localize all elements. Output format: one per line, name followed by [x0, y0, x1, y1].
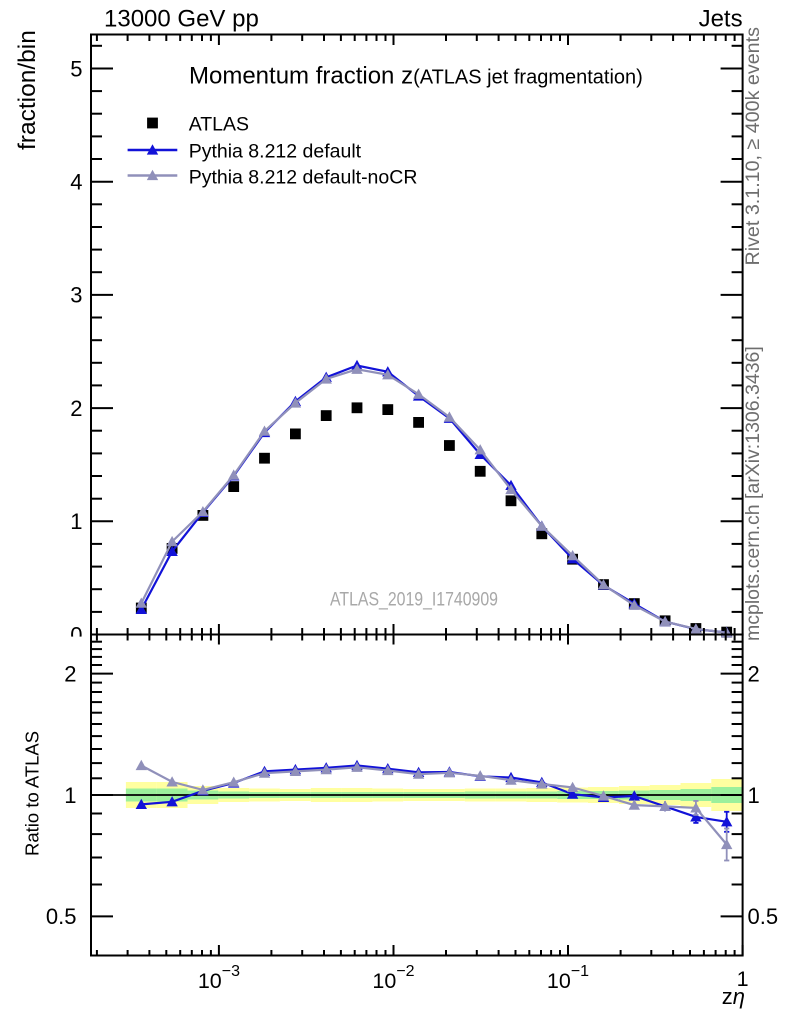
svg-text:13000 GeV pp: 13000 GeV pp [104, 6, 259, 33]
svg-text:Pythia 8.212 default: Pythia 8.212 default [189, 141, 362, 163]
svg-text:Ratio to ATLAS: Ratio to ATLAS [22, 731, 43, 856]
svg-text:2: 2 [64, 661, 76, 686]
svg-text:1: 1 [64, 783, 76, 808]
svg-text:4: 4 [70, 170, 82, 195]
svg-text:Rivet 3.1.10, ≥ 400k events: Rivet 3.1.10, ≥ 400k events [742, 27, 764, 266]
svg-text:Jets: Jets [699, 6, 743, 33]
svg-text:fraction/bin: fraction/bin [14, 30, 41, 150]
svg-text:mcplots.cern.ch [arXiv:1306.34: mcplots.cern.ch [arXiv:1306.3436] [742, 346, 764, 641]
svg-text:1: 1 [70, 509, 82, 534]
svg-text:0.5: 0.5 [46, 904, 77, 929]
svg-text:3: 3 [70, 283, 82, 308]
svg-text:2: 2 [70, 396, 82, 421]
svg-text:1: 1 [737, 967, 749, 991]
svg-text:zη: zη [722, 984, 745, 1009]
svg-text:2: 2 [748, 661, 760, 686]
svg-text:1: 1 [748, 783, 760, 808]
svg-text:Pythia 8.212 default-noCR: Pythia 8.212 default-noCR [189, 167, 418, 189]
svg-text:Momentum fraction z(ATLAS jet: Momentum fraction z(ATLAS jet fragmentat… [189, 63, 643, 90]
svg-text:0.5: 0.5 [748, 904, 779, 929]
svg-text:ATLAS: ATLAS [189, 114, 249, 136]
svg-text:ATLAS_2019_I1740909: ATLAS_2019_I1740909 [330, 590, 498, 611]
svg-text:5: 5 [70, 56, 82, 81]
